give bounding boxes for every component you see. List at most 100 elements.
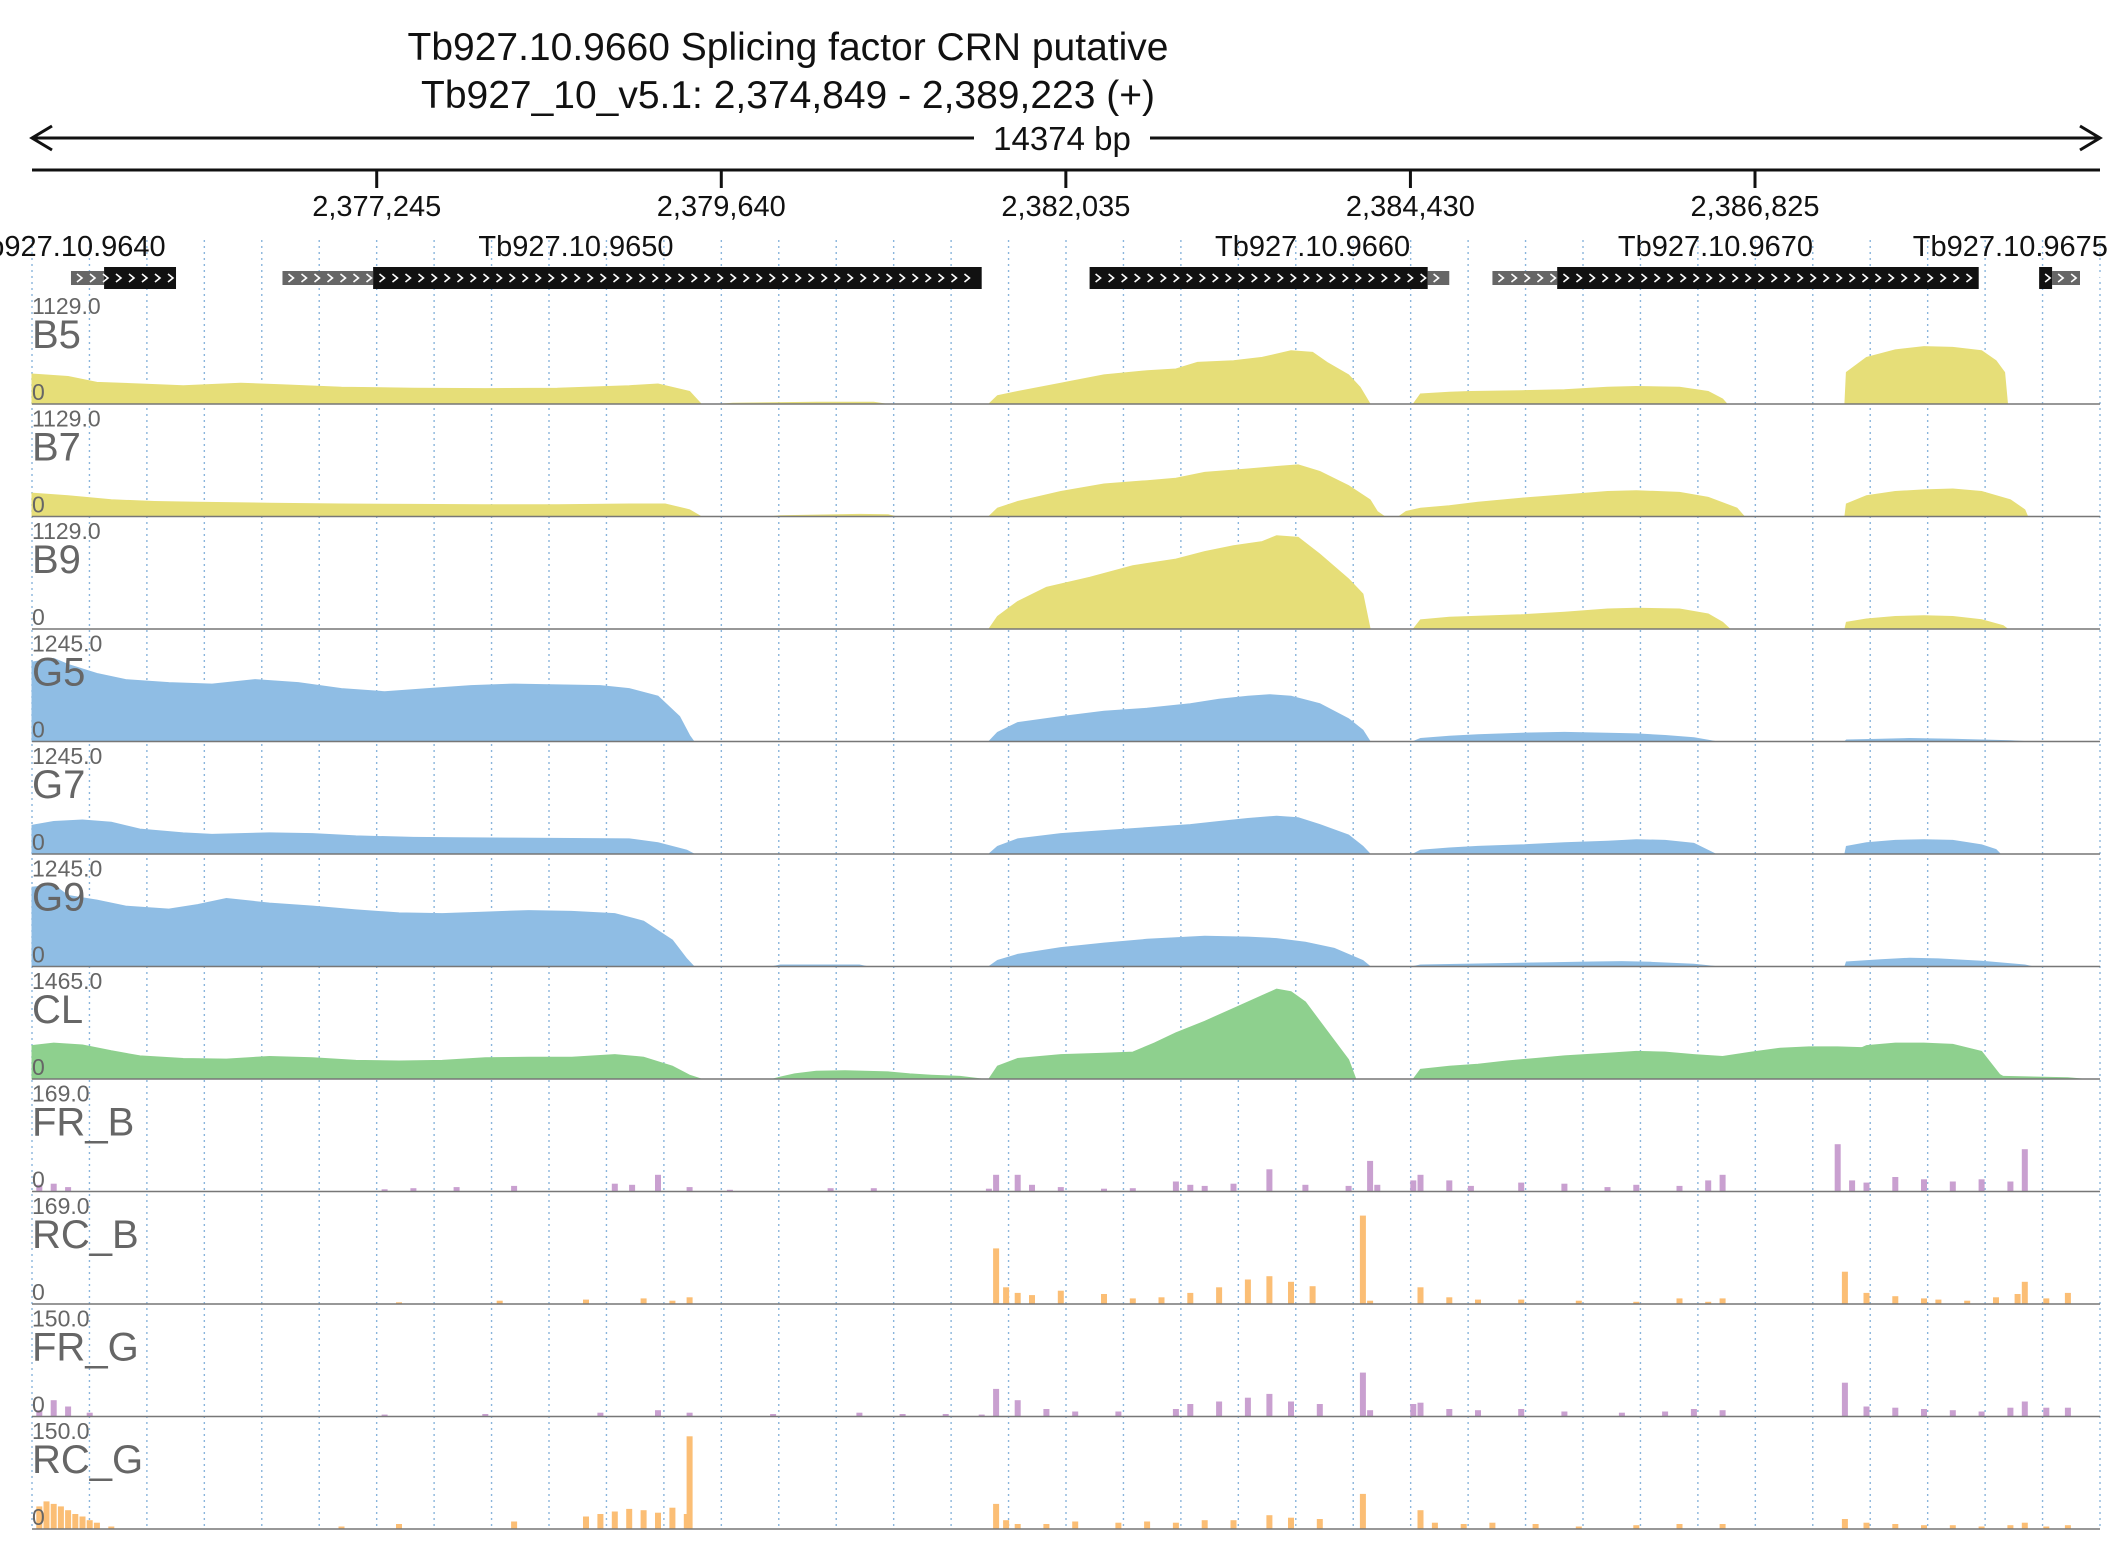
coverage-spike <box>1676 1185 1683 1192</box>
strand-chevron <box>664 273 672 283</box>
strand-chevron <box>911 273 919 283</box>
coverage-spike <box>1187 1292 1194 1304</box>
coverage-spike <box>1467 1185 1474 1192</box>
strand-chevron <box>716 273 724 283</box>
strand-chevron <box>612 273 620 283</box>
strand-chevron <box>2109 273 2117 283</box>
track-name-label: B9 <box>32 538 81 582</box>
strand-chevron <box>1303 273 1310 283</box>
coverage-spike <box>410 1188 417 1192</box>
coverage-spike <box>1244 1397 1251 1417</box>
gene-feature[interactable]: Tb927.10.9640 <box>0 231 177 289</box>
track-g7: 1245.0G7 0 <box>31 743 2100 855</box>
vertical-grid <box>31 240 2101 1528</box>
coverage-spike <box>93 1522 100 1529</box>
coverage-spike <box>1604 1187 1611 1192</box>
track-name-label: FR_B <box>32 1101 134 1145</box>
coverage-spike <box>1316 1404 1323 1417</box>
coverage-spike <box>1367 1410 1374 1417</box>
coverage-spike <box>597 1412 604 1417</box>
coverage-spike <box>686 1436 693 1529</box>
track-name-label: FR_G <box>32 1326 139 1370</box>
strand-chevron <box>1588 273 1596 283</box>
strand-chevron <box>1744 273 1752 283</box>
coverage-spike <box>2064 1525 2071 1529</box>
coverage-spike <box>1561 1411 1568 1417</box>
coverage-spike <box>1244 1279 1251 1304</box>
coverage-spike <box>1863 1522 1870 1529</box>
coverage-spike <box>50 1400 57 1417</box>
strand-chevron <box>2122 273 2126 283</box>
track-min-label: 0 <box>32 492 45 518</box>
coverage-spike <box>338 1526 345 1529</box>
strand-chevron <box>1796 273 1804 283</box>
coverage-spike <box>1345 1185 1352 1192</box>
coverage-spike <box>511 1521 518 1529</box>
strand-chevron <box>1264 273 1271 283</box>
strand-chevron <box>1186 273 1193 283</box>
coverage-spike <box>2064 1292 2071 1304</box>
coverage-spike <box>2007 1525 2014 1529</box>
gene-cds <box>104 267 177 289</box>
coverage-spike <box>1101 1294 1107 1304</box>
coverage-spike <box>86 1412 93 1417</box>
coverage-spike <box>1949 1410 1956 1417</box>
coverage-spike <box>827 1188 834 1192</box>
axis-tick-label: 2,386,825 <box>1690 191 1819 223</box>
strand-chevron <box>1835 273 1843 283</box>
coverage-spike <box>1101 1188 1107 1192</box>
coverage-spike <box>1367 1300 1374 1304</box>
coverage-spike <box>1187 1404 1194 1417</box>
coverage-spike <box>1417 1287 1424 1304</box>
coverage-spike <box>1978 1179 1985 1192</box>
coverage-spike <box>1892 1524 1899 1529</box>
strand-chevron <box>1900 273 1908 283</box>
strand-chevron <box>651 273 659 283</box>
coverage-spike <box>726 1189 733 1192</box>
coverage-spike <box>583 1516 589 1529</box>
gene-feature[interactable]: Tb927.10.9660 <box>1089 231 1450 289</box>
coverage-spike <box>1662 1411 1669 1417</box>
strand-chevron <box>76 273 84 283</box>
coverage-spike <box>1834 1144 1841 1192</box>
coverage-spike <box>1003 1520 1010 1529</box>
strand-chevron <box>1407 273 1414 283</box>
strand-chevron <box>326 273 334 283</box>
coverage-spike <box>108 1526 115 1529</box>
coverage-spike <box>1892 1296 1899 1304</box>
coverage-spike <box>1043 1524 1050 1529</box>
strand-chevron <box>1420 273 1427 283</box>
coverage-spike <box>1014 1174 1021 1192</box>
strand-chevron <box>1355 273 1362 283</box>
strand-chevron <box>352 273 360 283</box>
coverage-spike <box>1057 1187 1064 1192</box>
track-min-label: 0 <box>32 1279 45 1305</box>
strand-chevron <box>1134 273 1141 283</box>
strand-chevron <box>1147 273 1154 283</box>
strand-chevron <box>1939 273 1947 283</box>
strand-chevron <box>2057 273 2065 283</box>
coverage-spike <box>1216 1401 1223 1417</box>
strand-chevron <box>1679 273 1687 283</box>
strand-chevron <box>872 273 880 283</box>
coverage-spike <box>482 1414 489 1417</box>
strand-chevron <box>2070 273 2078 283</box>
gene-utr <box>70 271 105 285</box>
strand-chevron <box>115 273 123 283</box>
gene-feature[interactable]: Tb927.10.9670 <box>1492 231 1979 289</box>
strand-chevron <box>1770 273 1778 283</box>
strand-chevron <box>1510 273 1518 283</box>
coverage-spike <box>1417 1174 1424 1192</box>
coverage-spike <box>1359 1372 1366 1417</box>
gene-feature[interactable]: Tb927.10.9650 <box>282 231 982 289</box>
coverage-spike <box>57 1506 64 1529</box>
coverage-area <box>31 884 2033 967</box>
strand-chevron <box>677 273 685 283</box>
strand-chevron <box>1549 273 1557 283</box>
track-name-label: G5 <box>32 651 85 695</box>
coverage-spike <box>640 1298 647 1304</box>
gene-feature[interactable]: Tb927.10.9675 <box>1913 231 2126 289</box>
strand-chevron <box>898 273 906 283</box>
coverage-spike <box>1014 1400 1021 1417</box>
track-max-label: 1245.0 <box>32 856 102 882</box>
